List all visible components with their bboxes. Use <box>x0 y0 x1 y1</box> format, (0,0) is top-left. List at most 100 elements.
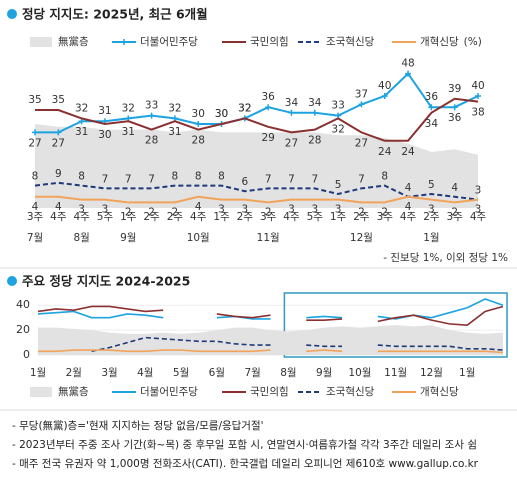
data-label: 7 <box>102 173 109 185</box>
data-label: 34 <box>285 97 299 109</box>
data-label: 3 <box>475 204 482 216</box>
area <box>38 325 503 355</box>
data-label: 28 <box>145 135 158 147</box>
marker <box>55 129 62 136</box>
data-label: 36 <box>425 91 439 103</box>
legend-label: 국민의힘 <box>250 36 289 48</box>
legend-swatch <box>30 387 52 397</box>
data-label: 3 <box>335 204 342 216</box>
data-label: 2 <box>148 206 155 218</box>
month-label: 10월 <box>187 232 210 244</box>
line <box>37 305 164 313</box>
x-tick-label: 12월 <box>420 367 443 379</box>
x-tick-label: 2주 <box>237 211 254 223</box>
marker <box>311 109 318 116</box>
line <box>35 72 479 134</box>
data-label: 40 <box>471 80 484 92</box>
data-label: 32 <box>331 123 344 135</box>
data-label: 8 <box>32 171 39 183</box>
data-label: 7 <box>125 173 132 185</box>
footnote: - 2023년부터 주중 조사 기간(화~목) 중 후무일 포함 시, 연말연시… <box>12 438 477 451</box>
chart-title: 정당 지지도: 2025년, 최근 6개월 <box>22 7 208 22</box>
x-tick-label: 4주 <box>400 211 417 223</box>
data-label: 4 <box>405 182 412 194</box>
data-label: 9 <box>55 168 62 180</box>
line <box>306 349 343 353</box>
data-label: 33 <box>145 100 158 112</box>
data-label: 3 <box>78 204 85 216</box>
data-label: 8 <box>218 171 225 183</box>
data-label: 34 <box>308 97 322 109</box>
legend-swatch <box>30 37 52 47</box>
x-tick-label: 5월 <box>173 367 189 379</box>
x-tick-label: 6월 <box>209 367 225 379</box>
y-tick-label: 0 <box>23 348 30 361</box>
data-label: 27 <box>355 137 368 149</box>
data-label: 3 <box>218 204 225 216</box>
data-label: 28 <box>308 135 321 147</box>
x-tick-label: 10월 <box>348 367 371 379</box>
data-label: 4 <box>405 201 412 213</box>
line <box>377 344 504 351</box>
data-label: 8 <box>195 171 202 183</box>
data-label: 30 <box>215 108 228 120</box>
data-label: 34 <box>425 118 439 130</box>
data-label: 36 <box>261 91 275 103</box>
line <box>377 298 504 320</box>
data-label: 32 <box>238 102 251 114</box>
data-label: 38 <box>471 107 484 119</box>
unit-label: (%) <box>464 36 482 48</box>
data-label: 35 <box>28 94 41 106</box>
x-tick-label: 3주 <box>447 211 464 223</box>
legend-label: 개혁신당 <box>420 36 459 48</box>
data-label: 32 <box>75 102 88 114</box>
x-tick-label: 1주 <box>213 211 230 223</box>
line <box>377 305 504 326</box>
data-label: 31 <box>168 126 181 138</box>
x-tick-label: 11월 <box>384 367 407 379</box>
chart-title: 주요 정당 지지도 2024-2025 <box>22 274 190 289</box>
x-tick-label: 4주 <box>470 211 487 223</box>
data-label: 7 <box>311 173 318 185</box>
x-tick-label: 7월 <box>244 367 260 379</box>
legend-label: 더불어민주당 <box>140 36 198 48</box>
data-label: 7 <box>148 173 155 185</box>
x-tick-label: 8월 <box>280 367 296 379</box>
data-label: 8 <box>172 171 179 183</box>
x-tick-label: 2주 <box>143 211 160 223</box>
data-label: 3 <box>311 204 318 216</box>
month-label: 7월 <box>27 232 43 244</box>
line <box>35 97 479 142</box>
x-tick-label: 5주 <box>307 211 324 223</box>
marker <box>358 101 365 108</box>
data-label: 30 <box>192 108 205 120</box>
marker <box>428 104 435 111</box>
data-label: 4 <box>32 201 39 213</box>
data-label: 24 <box>401 146 415 158</box>
data-label: 40 <box>378 80 391 92</box>
data-label: 28 <box>192 135 205 147</box>
data-label: 39 <box>448 83 461 95</box>
legend-label: 조국혁신당 <box>326 386 375 398</box>
month-label: 11월 <box>257 232 280 244</box>
x-tick-label: 9월 <box>316 367 332 379</box>
x-tick-label: 3월 <box>101 367 117 379</box>
data-label: 3 <box>288 204 295 216</box>
area <box>35 124 478 208</box>
annotation: - 진보당 1%, 이외 정당 1% <box>383 252 508 264</box>
marker <box>381 93 388 99</box>
data-label: 29 <box>261 132 274 144</box>
highlight-box <box>283 292 508 358</box>
data-label: 27 <box>52 137 65 149</box>
data-label: 32 <box>122 102 135 114</box>
x-tick-label: 3주 <box>27 211 44 223</box>
marker <box>195 121 202 127</box>
data-label: 30 <box>215 108 228 120</box>
x-tick-label: 3주 <box>377 211 394 223</box>
data-label: 2 <box>265 206 272 218</box>
line <box>38 349 271 353</box>
data-label: 4 <box>451 182 458 194</box>
x-tick-label: 5주 <box>97 211 114 223</box>
month-label: 1월 <box>423 232 439 244</box>
footnote: - 무당(無黨)층='현재 지지하는 정당 없음/모름/응답거절' <box>12 419 264 432</box>
